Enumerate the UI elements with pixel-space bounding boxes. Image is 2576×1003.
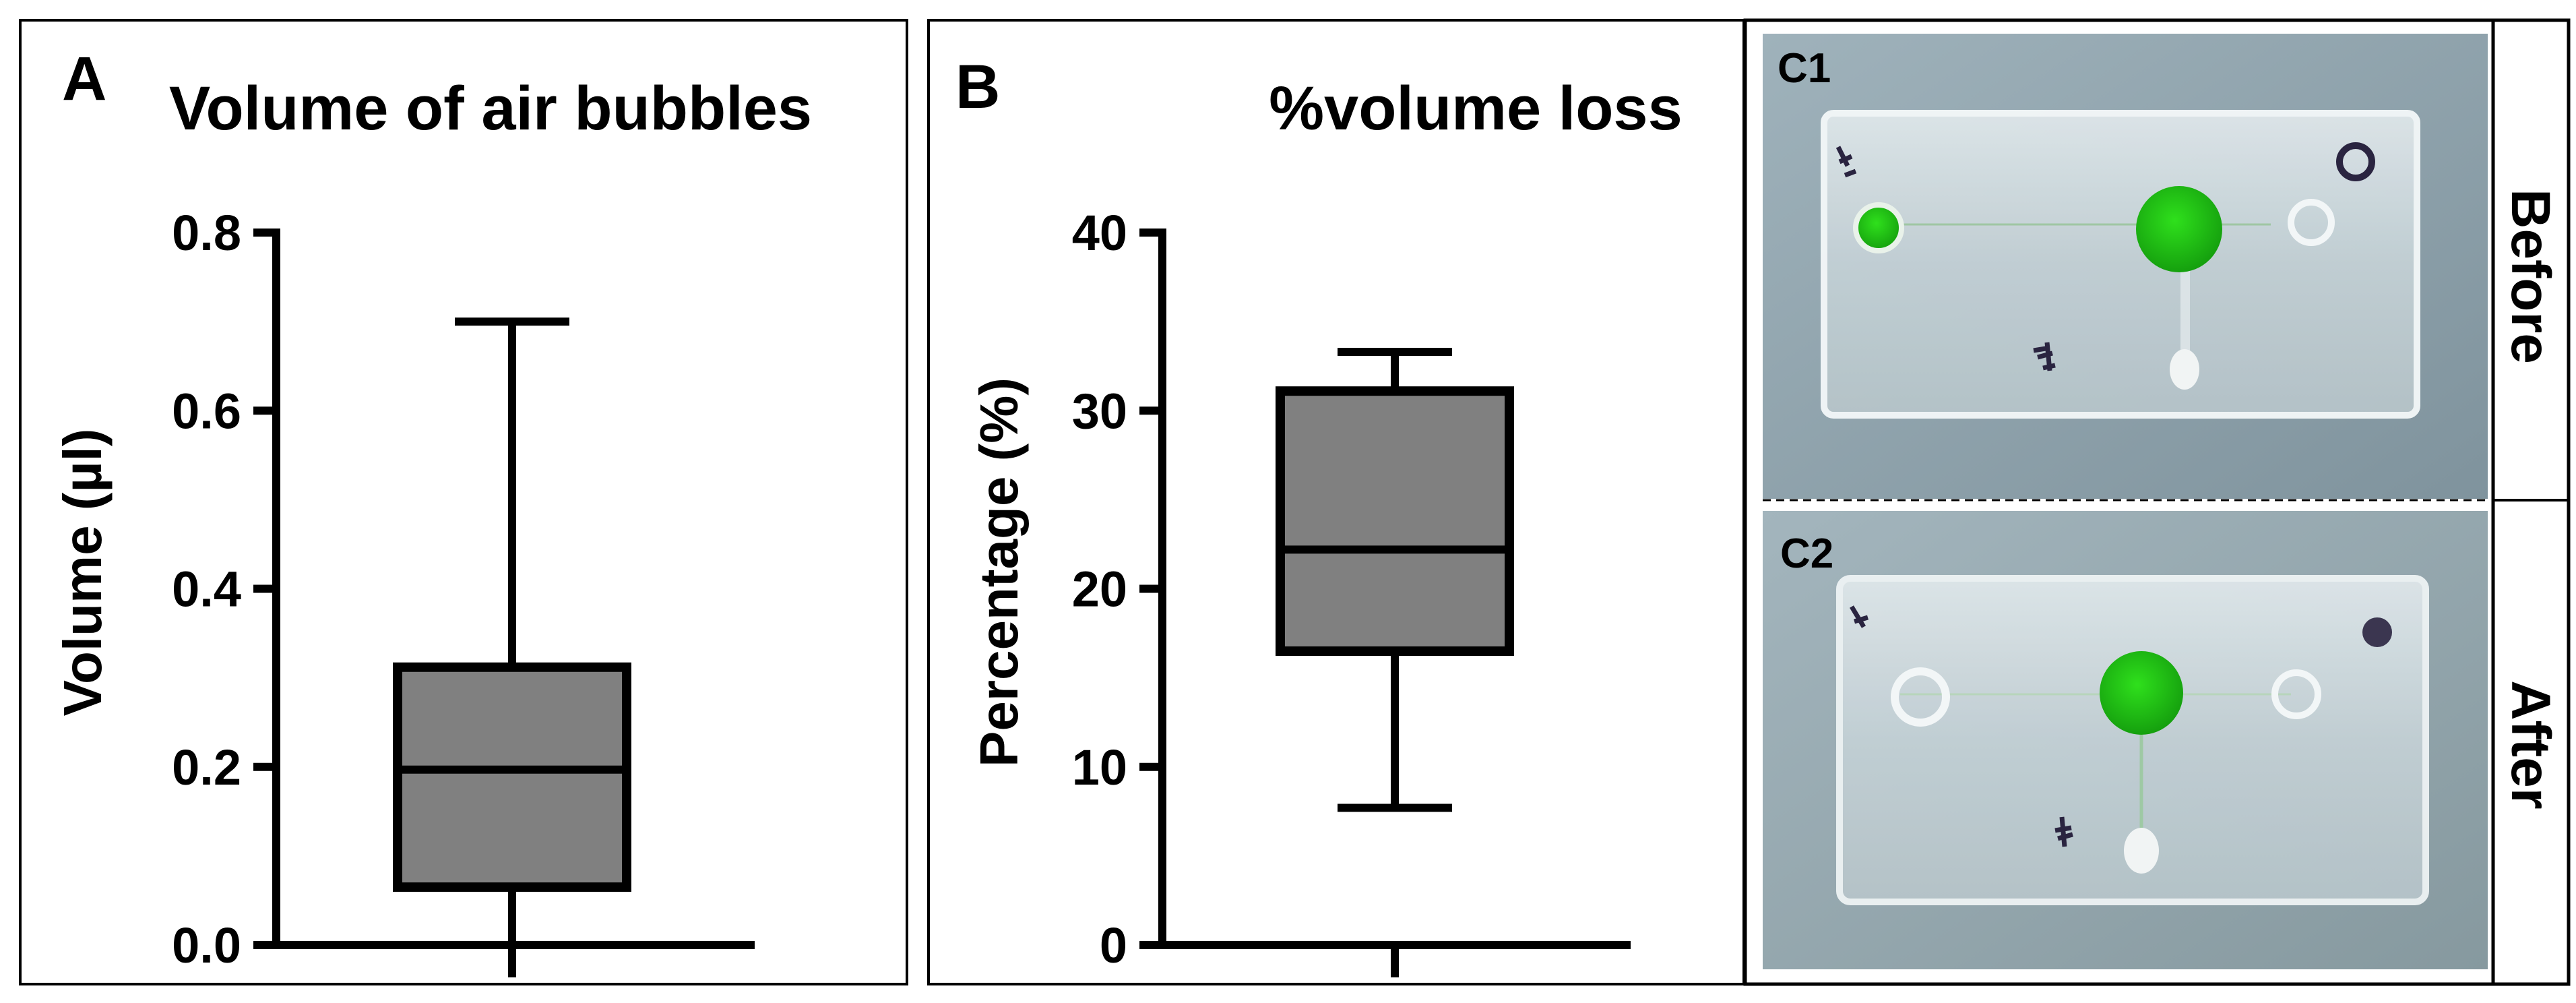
small-green-well [1853,202,1904,253]
y-tick-label: 0.8 [172,205,241,261]
panel-b-letter: B [955,53,1000,121]
side-label-before: Before [2500,189,2561,364]
y-tick-label: 0.0 [172,917,241,973]
photo-label-c1: C1 [1778,45,1831,92]
side-label-after: After [2500,680,2561,809]
y-tick-label: 0.6 [172,383,241,439]
marker-dot [2336,142,2375,181]
empty-well [2288,199,2335,246]
large-green-well [2136,186,2222,272]
marker-dot [2362,617,2392,647]
y-axis-label: Percentage (%) [969,377,1029,767]
iqr-box [393,662,631,892]
y-tick-label: 40 [1072,205,1127,261]
chip-before [1821,110,2420,419]
panel-a-chart: A Volume of air bubbles Volume (µl) 0.0 0… [19,19,908,985]
y-tick-label: 10 [1072,739,1127,795]
iqr-box [1276,386,1514,656]
chip-after [1836,575,2429,905]
panel-c-photos: C1 C2 Before After [1743,18,2571,986]
y-tick-label: 0.2 [172,739,241,795]
empty-well-left [1891,667,1950,727]
chart-title: Volume of air bubbles [169,74,812,143]
photo-label-c2: C2 [1780,530,1833,577]
empty-well-right [2271,669,2321,719]
chart-title: %volume loss [1269,74,1683,143]
panel-b-chart: B %volume loss Percentage (%) 0 10 20 30 40 [927,19,1745,985]
y-tick-label: 0.4 [172,561,241,617]
panel-a-letter: A [62,44,106,113]
y-tick-label: 0 [1100,917,1127,973]
y-tick-label: 20 [1072,561,1127,617]
y-tick-label: 30 [1072,383,1127,439]
y-axis-label: Volume (µl) [53,429,113,717]
photo-after: C2 [1763,511,2488,969]
photo-before: C1 [1763,34,2488,499]
large-green-well [2100,651,2183,735]
